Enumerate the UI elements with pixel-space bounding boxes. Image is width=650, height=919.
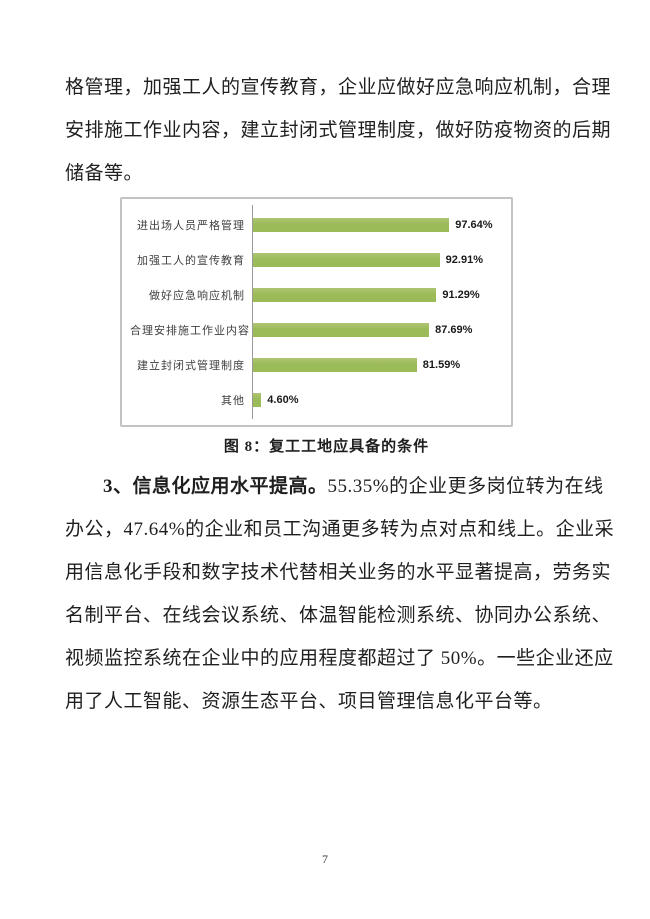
bar: [252, 217, 450, 232]
category-label: 合理安排施工作业内容: [130, 324, 250, 337]
bar-area: 4.60%: [252, 382, 505, 417]
bar-area: 81.59%: [252, 347, 505, 382]
bar: [252, 287, 437, 302]
category-label: 做好应急响应机制: [149, 289, 245, 302]
value-label: 81.59%: [422, 358, 461, 371]
page-number: 7: [322, 852, 328, 866]
value-label: 91.29%: [442, 288, 480, 301]
bar-area: 87.69%: [252, 312, 505, 347]
category-label: 加强工人的宣传教育: [137, 254, 245, 267]
category-label: 其他: [221, 394, 245, 407]
bar: [252, 322, 430, 337]
figure-caption: 图 8：复工工地应具备的条件: [223, 439, 430, 455]
bar-row: 其他 4.60%: [130, 382, 505, 417]
bar-area: 97.64%: [252, 207, 505, 242]
value-label: 4.60%: [267, 393, 299, 406]
bar-row: 加强工人的宣传教育 92.91%: [130, 242, 505, 277]
text-line: 办公，47.64%的企业和员工沟通更多转为点对点和线上。企业采: [65, 519, 615, 540]
text-line: 储备等。: [65, 163, 144, 184]
category-label: 进出场人员严格管理: [137, 219, 245, 232]
bar: [252, 357, 417, 372]
bar: [252, 392, 262, 407]
bar: [252, 252, 440, 267]
category-label: 建立封闭式管理制度: [137, 359, 245, 372]
text-line: 用了人工智能、资源生态平台、项目管理信息化平台等。: [65, 691, 553, 712]
y-axis-line: [252, 205, 253, 419]
text-line: 安排施工作业内容，建立封闭式管理制度，做好防疫物资的后期: [65, 120, 612, 141]
bar-area: 92.91%: [252, 242, 505, 277]
bar-row: 建立封闭式管理制度 81.59%: [130, 347, 505, 382]
text-line: 视频监控系统在企业中的应用程度都超过了 50%。一些企业还应: [65, 648, 614, 669]
paragraph-2: 3、信息化应用水平提高。55.35%的企业更多岗位转为在线办公，47.64%的企…: [65, 465, 615, 723]
section-heading-bold: 3、信息化应用水平提高。: [103, 476, 328, 497]
paragraph-1: 格管理，加强工人的宣传教育，企业应做好应急响应机制，合理 安排施工作业内容，建立封…: [65, 66, 612, 195]
value-label: 92.91%: [445, 253, 483, 266]
text-line: 名制平台、在线会议系统、体温智能检测系统、协同办公系统、: [65, 605, 612, 626]
chart-plot-area: 进出场人员严格管理 97.64% 加强工人的宣传教育 92.91% 做好应急响应机制 91…: [130, 205, 505, 419]
text-line: 用信息化手段和数字技术代替相关业务的水平显著提高，劳务实: [65, 562, 612, 583]
figure-8-bar-chart: 进出场人员严格管理 97.64% 加强工人的宣传教育 92.91% 做好应急响应机制 91…: [120, 197, 513, 427]
text-line: 格管理，加强工人的宣传教育，企业应做好应急响应机制，合理: [65, 77, 612, 98]
bar-row: 进出场人员严格管理 97.64%: [130, 207, 505, 242]
value-label: 97.64%: [455, 218, 493, 231]
value-label: 87.69%: [435, 323, 473, 336]
text-line: 3、信息化应用水平提高。55.35%的企业更多岗位转为在线: [103, 476, 604, 497]
bar-row: 合理安排施工作业内容 87.69%: [130, 312, 505, 347]
bar-area: 91.29%: [252, 277, 505, 312]
bar-row: 做好应急响应机制 91.29%: [130, 277, 505, 312]
